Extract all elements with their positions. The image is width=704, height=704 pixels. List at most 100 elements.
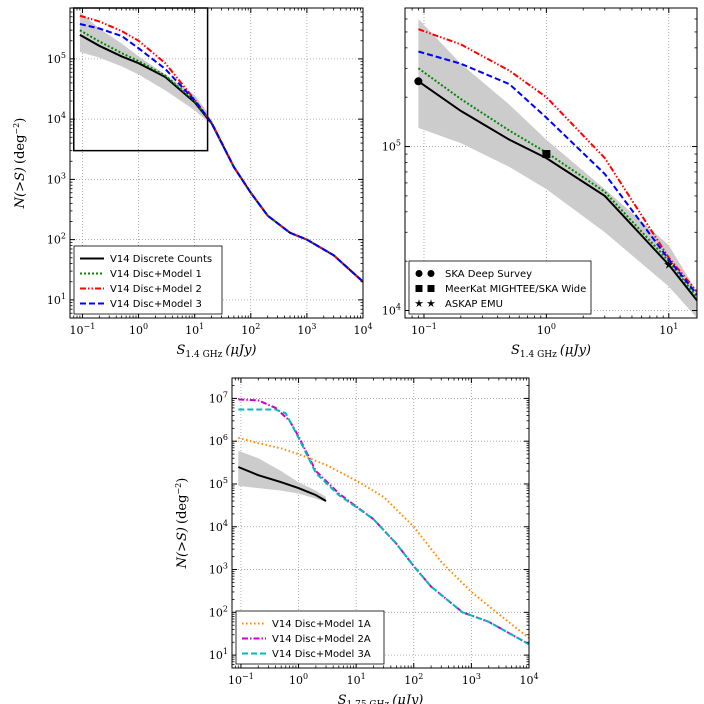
- label-part: 1.75 GHz: [347, 700, 390, 704]
- uncertainty-band: [238, 450, 326, 502]
- x-tick-label: 100: [129, 322, 148, 337]
- legend-label: V14 Disc+Model 1: [110, 269, 202, 280]
- x-tick-label: 100: [289, 672, 308, 687]
- x-tick-label: 104: [519, 672, 538, 687]
- y-tick-label: 104: [47, 111, 66, 126]
- label-part: 10: [353, 324, 367, 337]
- label-part: 2: [418, 672, 423, 681]
- label-part: 10: [209, 435, 223, 448]
- legend-box: [235, 610, 385, 665]
- x-tick-label: 100: [537, 322, 556, 337]
- y-tick-label: 103: [209, 562, 228, 577]
- label-part: 10: [209, 478, 223, 491]
- legend-label: V14 Disc+Model 3: [110, 299, 202, 310]
- legend-box: [408, 260, 592, 315]
- label-part: 10: [47, 234, 61, 247]
- label-part: −1: [84, 322, 96, 331]
- label-part: 1: [361, 672, 366, 681]
- label-part: 0: [551, 322, 556, 331]
- label-part: 4: [367, 322, 372, 331]
- label-part: (μJy): [225, 343, 256, 358]
- label-part: 7: [223, 390, 228, 399]
- label-part: N(>S): [175, 527, 190, 569]
- legend-label: V14 Discrete Counts: [110, 254, 212, 265]
- x-axis-label: S1.75 GHz(μJy): [338, 693, 424, 704]
- label-part: 10: [382, 304, 396, 317]
- x-tick-label: 10−1: [228, 672, 254, 687]
- legend-label: V14 Disc+Model 2A: [272, 634, 371, 645]
- label-part: 10: [209, 521, 223, 534]
- label-part: 10: [519, 674, 533, 687]
- label-part: 10: [185, 324, 199, 337]
- label-part: 4: [223, 519, 228, 528]
- marker-circle: [427, 270, 435, 277]
- label-part: 10: [47, 53, 61, 66]
- label-part: 10: [209, 649, 223, 662]
- label-part: 1: [223, 647, 228, 656]
- label-part: 2: [255, 322, 260, 331]
- label-part: 1.4 GHz: [520, 350, 557, 360]
- label-part: 6: [223, 433, 228, 442]
- marker-square: [427, 285, 435, 292]
- y-tick-label: 102: [47, 232, 66, 247]
- y-tick-label: 103: [47, 171, 66, 186]
- legend-label: V14 Disc+Model 1A: [272, 619, 371, 630]
- y-tick-label: 106: [209, 433, 228, 448]
- marker-star: [664, 259, 674, 269]
- label-part: −2: [12, 123, 21, 135]
- label-part: 0: [143, 322, 148, 331]
- series-line: [238, 398, 529, 646]
- label-part: 10: [411, 324, 425, 337]
- label-part: 1: [199, 322, 204, 331]
- x-tick-label: 102: [241, 322, 260, 337]
- label-part: 10: [47, 294, 61, 307]
- label-part: 3: [311, 322, 316, 331]
- label-part: 10: [289, 674, 303, 687]
- x-tick-label: 101: [185, 322, 204, 337]
- label-part: 10: [404, 674, 418, 687]
- label-part: 3: [61, 171, 66, 180]
- series-line: [418, 28, 697, 293]
- legend-label: MeerKat MIGHTEE/SKA Wide: [445, 284, 586, 295]
- label-part: ): [175, 478, 190, 483]
- label-part: 10: [209, 392, 223, 405]
- label-part: 10: [382, 141, 396, 154]
- label-part: 3: [223, 562, 228, 571]
- legend: SKA Deep Survey MeerKat MIGHTEE/SKA Wide A…: [408, 260, 592, 315]
- marker-square: [542, 150, 551, 159]
- label-part: (deg: [175, 495, 190, 524]
- y-tick-label: 104: [382, 302, 401, 317]
- series-line: [238, 408, 529, 646]
- label-part: 5: [61, 51, 66, 60]
- y-tick-label: 105: [382, 139, 401, 154]
- legend-label: V14 Disc+Model 3A: [272, 649, 371, 660]
- legend: V14 Disc+Model 1A V14 Disc+Model 2A V14 Di…: [235, 610, 385, 665]
- label-part: S: [338, 693, 347, 704]
- x-tick-label: 10−1: [70, 322, 96, 337]
- plot-area: [237, 398, 529, 646]
- label-part: 10: [47, 173, 61, 186]
- label-part: (deg: [13, 135, 28, 164]
- label-part: −1: [425, 322, 437, 331]
- label-part: 10: [129, 324, 143, 337]
- label-part: S: [511, 343, 520, 358]
- y-tick-label: 105: [209, 476, 228, 491]
- x-tick-label: 103: [462, 672, 481, 687]
- label-part: 10: [209, 606, 223, 619]
- label-part: (μJy): [392, 693, 423, 704]
- legend-label: V14 Disc+Model 2: [110, 284, 202, 295]
- label-part: 5: [396, 139, 401, 148]
- axes-frame: [404, 7, 698, 319]
- x-axis-label: S1.4 GHz (μJy): [176, 343, 256, 360]
- x-tick-label: 10−1: [411, 322, 437, 337]
- y-tick-label: 101: [47, 292, 66, 307]
- series-line: [79, 34, 363, 283]
- y-axis-label: N(>S) (deg−2): [174, 478, 190, 570]
- label-part: −2: [174, 483, 183, 495]
- label-part: 3: [476, 672, 481, 681]
- label-part: 2: [223, 604, 228, 613]
- label-part: −1: [242, 672, 254, 681]
- label-part: 10: [70, 324, 84, 337]
